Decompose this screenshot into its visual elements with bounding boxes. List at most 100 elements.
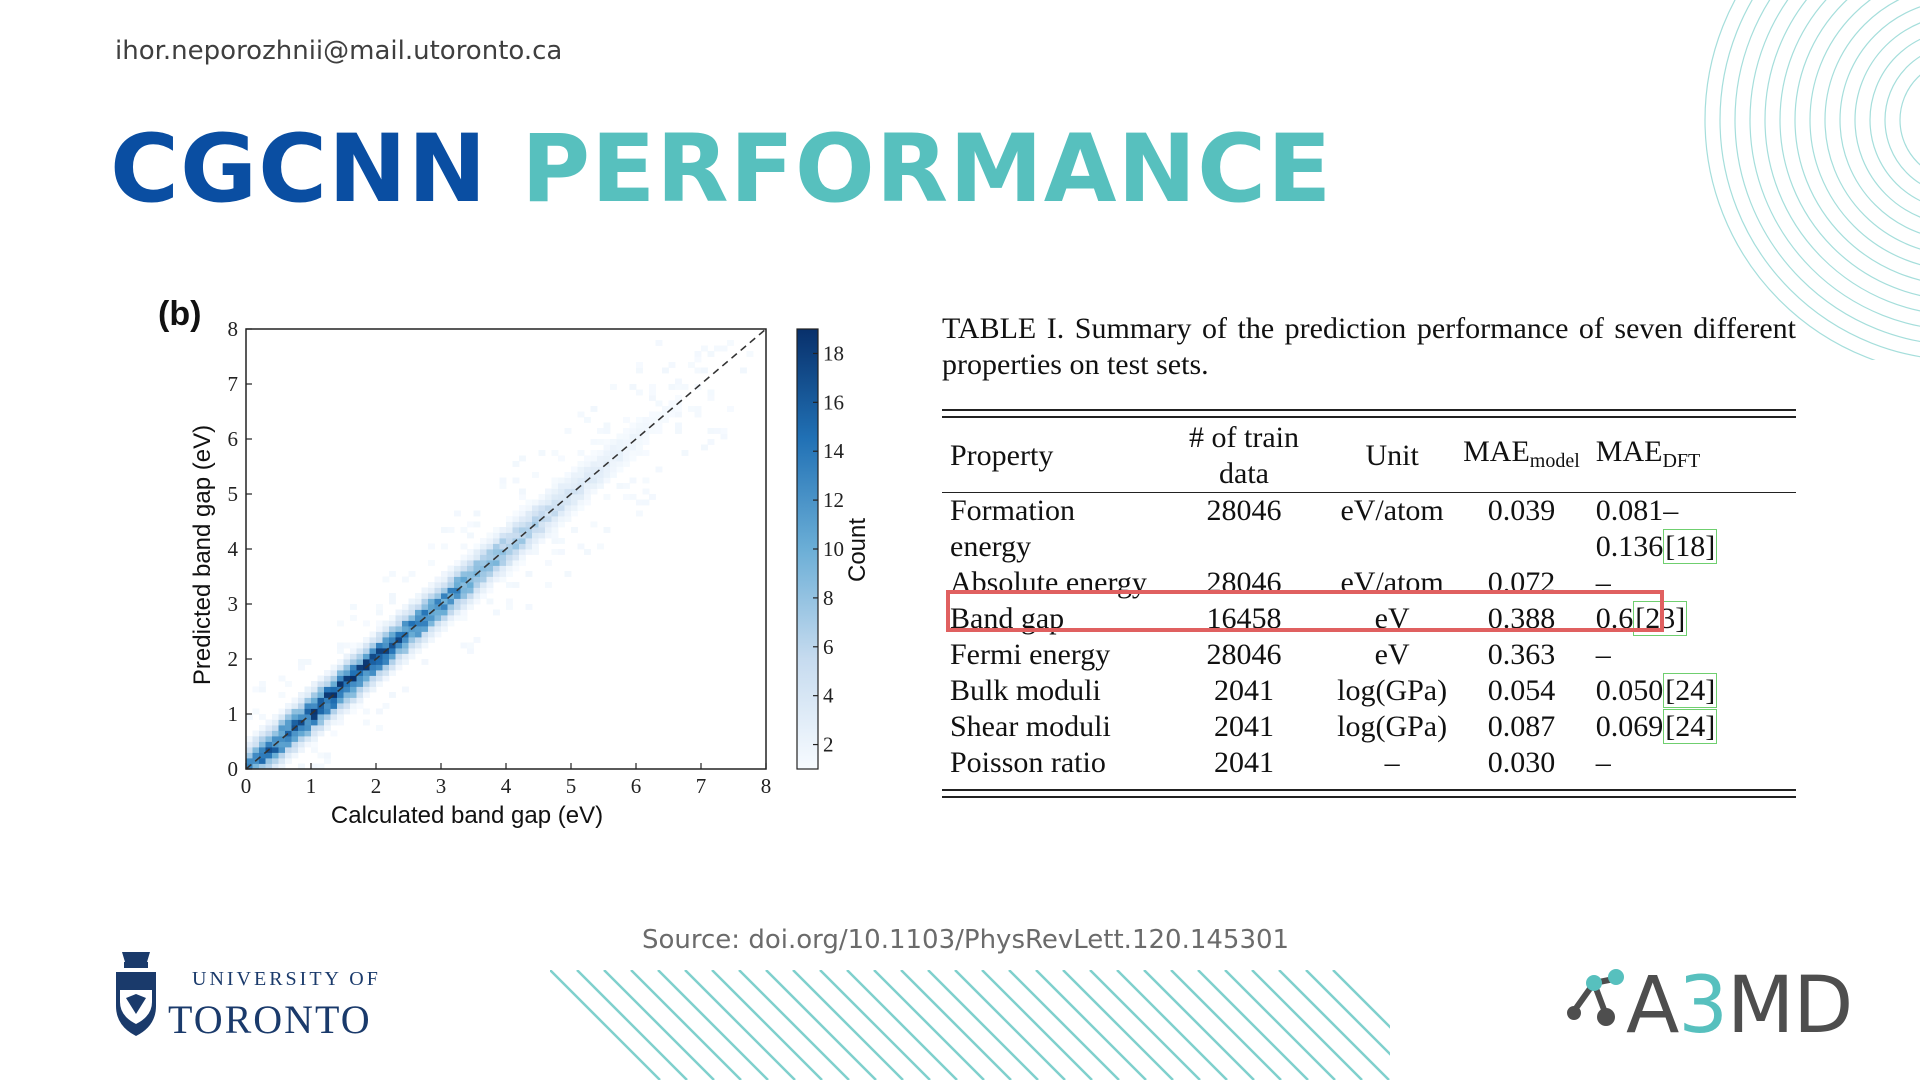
heatmap-cell bbox=[278, 708, 286, 715]
heatmap-cell bbox=[623, 461, 630, 467]
heatmap-cell bbox=[558, 510, 565, 517]
heatmap-cell bbox=[304, 719, 312, 726]
heatmap-cell bbox=[395, 620, 403, 627]
heatmap-cell bbox=[278, 758, 286, 764]
table-row: Formation energy 28046 eV/atom 0.039 0.081–0… bbox=[942, 493, 1796, 566]
cell-mae-dft: 0.081–0.136[18] bbox=[1595, 494, 1718, 564]
heatmap-cell bbox=[317, 675, 325, 682]
citation-ref[interactable]: [24] bbox=[1663, 673, 1718, 708]
heatmap-cell bbox=[376, 675, 383, 682]
heatmap-cell bbox=[311, 741, 318, 748]
heatmap-cell bbox=[525, 543, 533, 550]
heatmap-cell bbox=[285, 703, 292, 709]
heatmap-cell bbox=[363, 642, 370, 649]
heatmap-cell bbox=[285, 758, 292, 764]
heatmap-cell bbox=[363, 637, 370, 643]
stripe-line bbox=[846, 970, 958, 1080]
heatmap-cell bbox=[584, 488, 591, 495]
heatmap-cell bbox=[447, 576, 455, 583]
heatmap-cell bbox=[363, 692, 370, 698]
heatmap-cell bbox=[545, 521, 552, 528]
heatmap-cell bbox=[571, 527, 578, 533]
heatmap-cell bbox=[545, 505, 552, 511]
heatmap-cell bbox=[311, 747, 318, 753]
heatmap-cell bbox=[311, 697, 318, 704]
heatmap-cell bbox=[558, 483, 565, 489]
heatmap-cell bbox=[629, 384, 637, 390]
heatmap-cell bbox=[441, 587, 448, 594]
heatmap-cell bbox=[311, 719, 318, 726]
heatmap-cell bbox=[642, 422, 650, 429]
heatmap-cell bbox=[317, 686, 325, 693]
heatmap-cell bbox=[746, 351, 754, 357]
heatmap-cell bbox=[298, 763, 305, 770]
citation-ref[interactable]: [18] bbox=[1663, 529, 1718, 564]
heatmap-cell bbox=[636, 362, 643, 368]
heatmap-cell bbox=[603, 450, 611, 456]
heatmap-cell bbox=[343, 659, 351, 665]
heatmap-cell bbox=[636, 499, 643, 506]
heatmap-cell bbox=[473, 582, 481, 588]
heatmap-cell bbox=[616, 466, 624, 473]
heatmap-cell bbox=[259, 758, 266, 764]
heatmap-cell bbox=[707, 395, 715, 401]
heatmap-cell bbox=[486, 582, 494, 588]
heatmap-cell bbox=[460, 604, 468, 610]
heatmap-cell bbox=[603, 439, 611, 445]
heatmap-cell bbox=[720, 345, 728, 352]
heatmap-cell bbox=[551, 510, 559, 517]
heatmap-cell bbox=[298, 747, 305, 753]
heatmap-cell bbox=[486, 560, 494, 566]
heatmap-cell bbox=[337, 670, 344, 676]
heatmap-cell bbox=[350, 664, 357, 671]
heatmap-cell bbox=[564, 428, 572, 434]
stripe-line bbox=[792, 970, 904, 1080]
molecule-icon bbox=[1567, 969, 1624, 1026]
heatmap-cell bbox=[447, 527, 455, 533]
heatmap-cell bbox=[304, 736, 312, 742]
page-title: CGCNN PERFORMANCE bbox=[110, 112, 1332, 228]
heatmap-cell bbox=[324, 714, 331, 720]
heatmap-cell bbox=[551, 527, 559, 533]
heatmap-cell bbox=[376, 642, 383, 649]
heatmap-cell bbox=[564, 477, 572, 484]
heatmap-cell bbox=[285, 747, 292, 753]
heatmap-cell bbox=[473, 587, 481, 594]
heatmap-cell bbox=[311, 692, 318, 698]
colorbar-tick-label: 8 bbox=[823, 586, 834, 610]
heatmap-cell bbox=[415, 648, 422, 654]
heatmap-cell bbox=[597, 428, 604, 434]
heatmap-cell bbox=[337, 719, 344, 726]
heatmap-cell bbox=[467, 604, 474, 610]
heatmap-cell bbox=[467, 642, 474, 649]
heatmap-cell bbox=[428, 620, 435, 627]
heatmap-cell bbox=[441, 620, 448, 627]
heatmap-cell bbox=[291, 719, 299, 726]
heatmap-cell bbox=[428, 587, 435, 594]
header-mae-dft: MAEDFT bbox=[1595, 434, 1701, 472]
heatmap-cell bbox=[285, 752, 292, 759]
heatmap-cell bbox=[545, 499, 552, 506]
heatmap-cell bbox=[558, 494, 565, 500]
heatmap-cell bbox=[532, 543, 539, 550]
heatmap-cell bbox=[525, 538, 533, 544]
heatmap-cell bbox=[278, 752, 286, 759]
heatmap-cell bbox=[623, 494, 630, 500]
heatmap-cell bbox=[519, 554, 526, 561]
heatmap-cell bbox=[525, 549, 533, 555]
y-tick-label: 2 bbox=[228, 647, 239, 671]
cell-property: Bulk moduli bbox=[950, 674, 1101, 707]
cell-train-data: 28046 bbox=[1206, 494, 1282, 527]
heatmap-cell bbox=[473, 598, 481, 605]
heatmap-cell bbox=[304, 697, 312, 704]
cell-unit: eV/atom bbox=[1340, 494, 1444, 527]
heatmap-cell bbox=[408, 653, 416, 660]
heatmap-cell bbox=[428, 615, 435, 621]
heatmap-cell bbox=[551, 450, 559, 456]
heatmap-cell bbox=[311, 703, 318, 709]
citation-ref[interactable]: [24] bbox=[1663, 709, 1718, 744]
heatmap-cell bbox=[558, 549, 565, 555]
heatmap-cell bbox=[395, 626, 403, 632]
heatmap-cell bbox=[532, 510, 539, 517]
heatmap-cell bbox=[272, 752, 279, 759]
